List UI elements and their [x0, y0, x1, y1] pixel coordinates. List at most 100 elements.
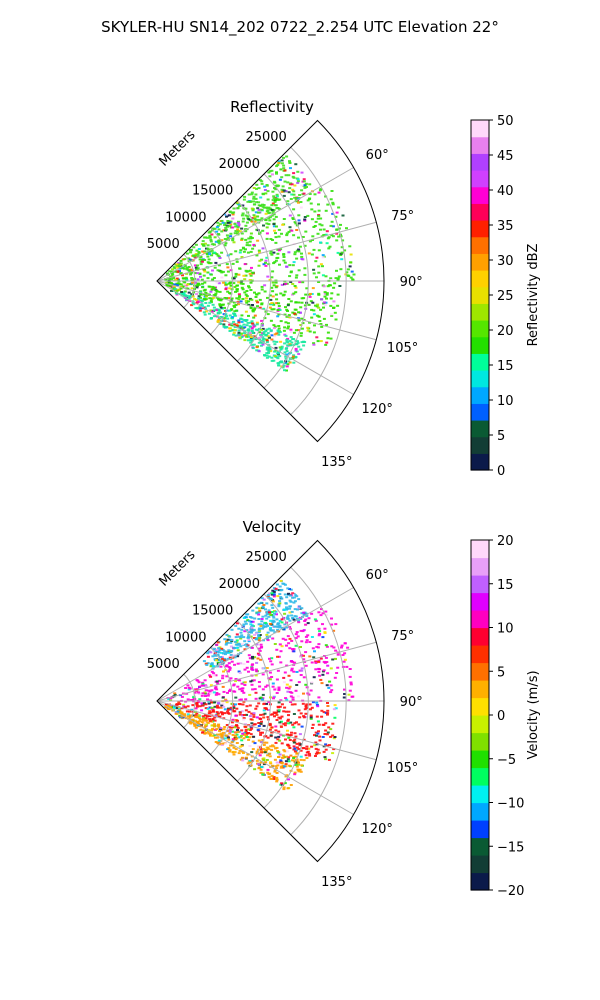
velocity-field-cell	[221, 702, 225, 705]
reflectivity-field-cell	[317, 306, 321, 309]
reflectivity-field-cell	[274, 196, 278, 199]
reflectivity-field-cell	[214, 309, 218, 312]
reflectivity-grid-spoke	[156, 221, 377, 282]
reflectivity-r-tick-label: 10000	[165, 211, 206, 226]
reflectivity-colorbar-swatch	[471, 236, 489, 254]
reflectivity-field-cell	[289, 281, 293, 283]
reflectivity-field-cell	[277, 305, 281, 307]
velocity-field-cell	[247, 639, 251, 641]
velocity-field-cell	[217, 693, 221, 696]
velocity-field-cell	[206, 655, 210, 658]
velocity-field-cell	[305, 639, 309, 642]
velocity-field-cell	[215, 680, 219, 683]
reflectivity-field-cell	[175, 266, 179, 269]
velocity-axes-frame	[156, 539, 385, 863]
velocity-field-cell	[280, 618, 284, 621]
reflectivity-field-cell	[245, 295, 249, 298]
reflectivity-field-cell	[308, 193, 312, 195]
velocity-field-cell	[217, 739, 221, 742]
velocity-field-cell	[268, 622, 272, 625]
velocity-field-cell	[287, 736, 291, 739]
velocity-field-cell	[264, 608, 267, 611]
reflectivity-field-cell	[238, 325, 242, 328]
velocity-field-cell	[278, 620, 282, 622]
reflectivity-field-cell	[232, 207, 236, 210]
velocity-field-cell	[275, 711, 278, 714]
reflectivity-field-cell	[193, 264, 197, 267]
velocity-field-cell	[249, 623, 253, 626]
reflectivity-field-cell	[319, 323, 323, 325]
reflectivity-field-cell	[303, 304, 307, 307]
reflectivity-field-cell	[226, 236, 230, 239]
velocity-field-cell	[316, 646, 320, 649]
velocity-field-cell	[229, 656, 233, 659]
reflectivity-field-cell	[225, 224, 229, 227]
velocity-r-tick-label: 10000	[165, 631, 206, 646]
velocity-field-cell	[220, 651, 224, 654]
reflectivity-field-cell	[282, 329, 286, 332]
reflectivity-field-cell	[224, 242, 228, 245]
reflectivity-field-cell	[318, 223, 322, 226]
velocity-field-cell	[255, 670, 259, 673]
velocity-field-cell	[286, 787, 290, 790]
velocity-field-cell	[210, 663, 214, 666]
velocity-field-cell	[245, 613, 249, 616]
velocity-field-cell	[256, 652, 260, 655]
reflectivity-field-cell	[252, 187, 256, 189]
velocity-field-cell	[200, 702, 204, 705]
velocity-field-cell	[239, 734, 243, 737]
reflectivity-field-cell	[295, 197, 298, 200]
reflectivity-field-cell	[208, 250, 212, 253]
reflectivity-field-cell	[306, 199, 310, 202]
velocity-field-cell	[224, 669, 228, 671]
velocity-field-cell	[212, 646, 216, 649]
reflectivity-field-cell	[294, 301, 298, 304]
reflectivity-field-cell	[267, 263, 271, 266]
velocity-field-cell	[304, 623, 308, 626]
reflectivity-field-cell	[176, 270, 180, 273]
reflectivity-field-cell	[200, 300, 204, 303]
reflectivity-field-cell	[286, 181, 290, 184]
reflectivity-field-cell	[261, 343, 265, 346]
velocity-field-cell	[288, 599, 292, 602]
reflectivity-field-cell	[211, 285, 215, 288]
reflectivity-field-cell	[260, 302, 264, 305]
velocity-field-cell	[266, 631, 270, 634]
velocity-field-cell	[257, 602, 261, 605]
reflectivity-field-cell	[265, 237, 269, 240]
reflectivity-field-cell	[261, 247, 265, 250]
velocity-theta-tick-label: 105°	[387, 761, 418, 776]
reflectivity-field-cell	[231, 213, 235, 216]
reflectivity-field-cell	[273, 229, 276, 232]
velocity-field-cell	[269, 761, 272, 764]
reflectivity-field-cell	[196, 278, 200, 281]
reflectivity-field-cell	[276, 315, 280, 318]
reflectivity-field-cell	[316, 340, 320, 343]
reflectivity-field-cell	[235, 324, 239, 327]
reflectivity-field-cell	[203, 313, 207, 316]
velocity-field-cell	[278, 600, 282, 603]
velocity-field-cell	[247, 738, 251, 741]
velocity-field-cell	[286, 587, 290, 590]
reflectivity-field-cell	[294, 222, 298, 225]
velocity-r-tick-label: 15000	[192, 604, 233, 619]
reflectivity-field-cell	[280, 162, 284, 165]
velocity-field-cell	[295, 631, 299, 634]
velocity-field-cell	[345, 665, 349, 668]
reflectivity-field-cell	[282, 156, 285, 159]
reflectivity-field-cell	[283, 261, 287, 264]
reflectivity-field-cell	[292, 361, 296, 364]
reflectivity-field-cell	[271, 202, 275, 205]
reflectivity-field-cell	[288, 161, 292, 164]
reflectivity-field-cell	[179, 272, 183, 275]
velocity-field-cell	[270, 592, 274, 595]
reflectivity-field-cell	[292, 234, 296, 237]
velocity-field-cell	[270, 604, 274, 607]
velocity-field-cell	[322, 669, 326, 672]
velocity-field-cell	[326, 702, 329, 704]
reflectivity-field-cell	[298, 311, 302, 314]
reflectivity-field-cell	[276, 252, 280, 255]
velocity-field-cell	[242, 662, 246, 665]
velocity-field-cell	[257, 628, 261, 631]
reflectivity-field-cell	[168, 284, 172, 287]
